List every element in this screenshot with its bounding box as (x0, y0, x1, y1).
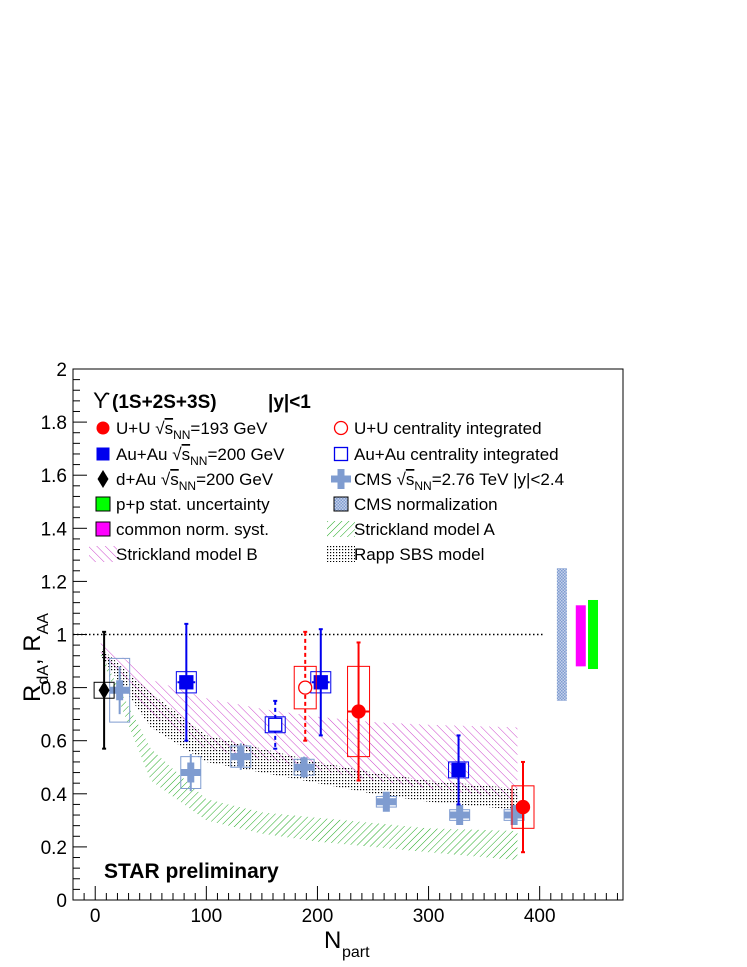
y-tick-label: 0 (56, 891, 67, 912)
cms-marker (230, 746, 251, 767)
circle-marker (515, 799, 531, 815)
data-points (93, 622, 535, 854)
y-tick-label: 1.8 (41, 413, 67, 434)
legend-label-dau: d+Au √sNN=200 GeV (116, 470, 274, 493)
x-tick-label: 300 (413, 906, 445, 927)
legend-marker-strB (89, 546, 117, 562)
syst-box (293, 665, 317, 710)
legend-label-cms: CMS √sNN=2.76 TeV |y|<2.4 (354, 470, 564, 493)
cms-marker (449, 805, 470, 826)
cms-marker (376, 791, 397, 812)
square-marker (179, 675, 194, 690)
legend-marker-auau_int (333, 446, 349, 462)
legend-label-strA: Strickland model A (354, 520, 495, 539)
header-rapidity: |y|<1 (268, 392, 311, 413)
y-axis-title: RdA, RAA (19, 613, 52, 702)
cms-marker (294, 757, 315, 778)
y-tick-label: 1 (56, 626, 67, 647)
cms-marker (504, 805, 525, 826)
legend-marker-norm (95, 521, 111, 537)
square-marker (268, 717, 283, 732)
legend-label-strB: Strickland model B (116, 545, 258, 564)
model-bands (100, 639, 518, 861)
legend-label-auau_int: Au+Au centrality integrated (354, 445, 559, 464)
y-tick-label: 0.2 (41, 838, 67, 859)
header-state: (1S+2S+3S) (112, 392, 217, 413)
legend-label-uu: U+U √sNN=193 GeV (116, 419, 268, 442)
square-marker (313, 675, 328, 690)
svg-text:part: part (342, 944, 370, 961)
legend-marker-auau (96, 447, 110, 461)
axes: 0 0.2 0.4 0.6 0.8 1 1.2 1.4 1.6 1.8 2 0 100 200 300 400 (41, 360, 618, 927)
y-tick-label: 0.4 (41, 785, 68, 806)
legend-marker-dau (97, 470, 109, 488)
legend-marker-strA (327, 521, 355, 537)
star-preliminary-label: STAR preliminary (104, 860, 279, 883)
circle-marker (298, 680, 313, 695)
circle-marker (351, 704, 366, 719)
x-tick-label: 400 (524, 906, 556, 927)
norm-bar-cms-normalization (556, 568, 567, 701)
norm-bar-common-norm-syst- (575, 605, 586, 667)
band-strickland-model-b (100, 639, 518, 800)
square-marker (451, 762, 466, 778)
legend: U+U √sNN=193 GeV U+U centrality integrate… (89, 419, 564, 564)
cms-marker (109, 680, 130, 701)
norm-bar-p-p-stat-uncertainty (588, 599, 598, 670)
svg-text:N: N (324, 927, 341, 954)
legend-label-norm: common norm. syst. (116, 520, 269, 539)
legend-marker-cms_norm (333, 496, 349, 512)
cms-marker (180, 762, 201, 783)
y-tick-label: 1.6 (41, 466, 67, 487)
legend-label-rapp: Rapp SBS model (354, 545, 484, 564)
y-tick-label: 1.4 (41, 519, 68, 540)
x-tick-label: 100 (190, 906, 222, 927)
band-strickland-model-a (100, 653, 518, 861)
legend-marker-uu (96, 421, 110, 435)
y-tick-label: 2 (56, 360, 67, 381)
legend-label-cms_norm: CMS normalization (354, 495, 498, 514)
y-tick-label: 1.2 (41, 572, 67, 593)
legend-marker-rapp (327, 546, 355, 562)
normalization-bars (556, 568, 598, 701)
x-tick-label: 200 (302, 906, 334, 927)
legend-label-pp: p+p stat. uncertainty (116, 495, 270, 514)
header-upsilon: ϒ (93, 388, 110, 413)
y-tick-label: 0.8 (41, 679, 67, 700)
y-tick-label: 0.6 (41, 732, 67, 753)
legend-marker-uu_int (333, 420, 349, 436)
legend-marker-cms (331, 469, 351, 489)
legend-marker-pp (95, 496, 111, 512)
x-axis-title: N part (324, 927, 370, 961)
diamond-marker (98, 681, 110, 700)
svg-text:RdA, RAA: RdA, RAA (19, 613, 52, 702)
legend-label-auau: Au+Au √sNN=200 GeV (116, 445, 285, 468)
band-rapp-sbs-model (100, 647, 518, 810)
x-tick-label: 0 (90, 906, 101, 927)
legend-label-uu_int: U+U centrality integrated (354, 419, 542, 438)
